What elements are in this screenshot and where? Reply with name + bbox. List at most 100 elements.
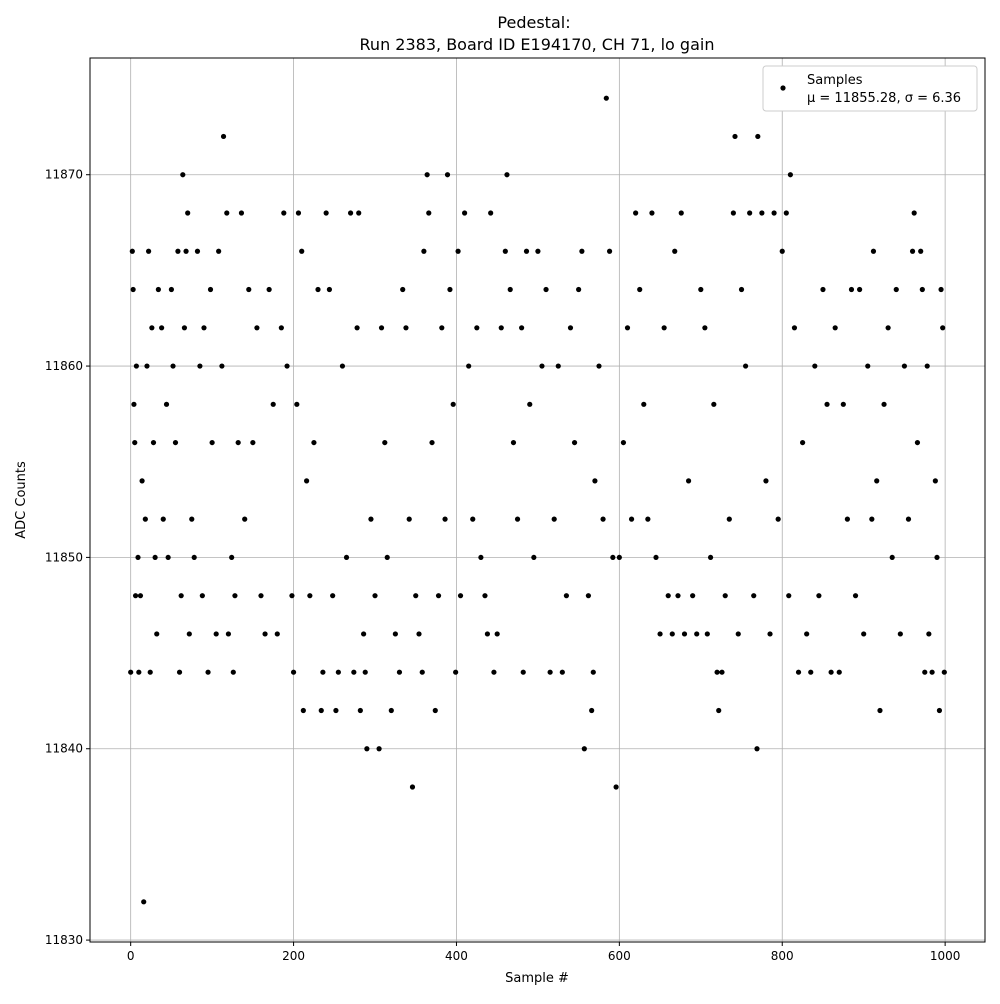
data-point [361, 631, 367, 637]
data-point [185, 210, 191, 216]
data-point [581, 746, 587, 752]
data-point [924, 363, 930, 369]
data-point [225, 631, 232, 637]
data-point [716, 707, 722, 714]
legend-box [762, 65, 978, 112]
data-point [447, 286, 453, 293]
data-point [444, 172, 451, 178]
data-point [775, 516, 781, 522]
data-point [163, 401, 170, 407]
data-point [149, 325, 155, 331]
data-point [235, 439, 241, 446]
data-point [181, 325, 188, 331]
data-point [207, 286, 214, 293]
data-point [563, 593, 570, 599]
data-point [258, 593, 264, 599]
data-point [147, 669, 153, 675]
data-point [665, 593, 671, 599]
data-point [504, 172, 510, 178]
data-point [347, 210, 354, 216]
y-axis-label: ADC Counts [14, 461, 29, 539]
data-point [571, 439, 578, 446]
data-point [751, 593, 757, 599]
data-point [139, 478, 145, 484]
data-point [142, 516, 148, 522]
data-point [567, 325, 574, 331]
data-point [754, 746, 760, 752]
data-point [779, 248, 785, 254]
data-point [590, 669, 596, 675]
data-point [881, 401, 887, 407]
data-point [194, 248, 201, 254]
data-point [491, 669, 497, 675]
data-point [698, 286, 704, 293]
data-point [844, 516, 850, 522]
data-point [362, 669, 368, 675]
data-point [922, 669, 928, 675]
data-point [384, 554, 390, 561]
data-point [603, 95, 609, 101]
data-point [478, 554, 484, 561]
data-point [527, 401, 533, 407]
data-point [707, 554, 714, 561]
data-point [932, 478, 938, 484]
data-point [675, 593, 681, 599]
data-point [376, 746, 382, 752]
data-point [403, 325, 409, 331]
data-point [178, 593, 184, 599]
data-point [535, 248, 541, 254]
data-point [351, 669, 357, 675]
data-point [435, 593, 442, 599]
data-point [893, 286, 899, 293]
data-point [482, 593, 488, 599]
data-point [152, 554, 158, 561]
y-tick-label: 11850 [45, 550, 83, 564]
data-point [413, 593, 419, 599]
y-tick-label: 11830 [45, 933, 83, 947]
data-point [719, 669, 725, 675]
data-point [914, 439, 921, 446]
data-point [681, 631, 688, 637]
data-point [889, 554, 895, 561]
x-axis-label: Sample # [505, 971, 569, 986]
data-point [520, 669, 526, 675]
data-point [585, 593, 592, 599]
chart-title: Pedestal: [497, 13, 570, 32]
data-point [155, 286, 161, 293]
data-point [145, 248, 152, 254]
data-point [502, 248, 508, 254]
data-point [266, 286, 272, 293]
data-point [270, 401, 276, 407]
data-point [141, 899, 147, 905]
data-point [278, 325, 284, 331]
data-point [290, 669, 297, 675]
legend: Samples μ = 11855.28, σ = 6.36 [762, 65, 978, 112]
data-point [523, 248, 530, 254]
data-point [824, 401, 830, 407]
data-point [442, 516, 448, 522]
data-point [333, 707, 339, 714]
data-point [432, 707, 438, 714]
data-point [783, 210, 789, 216]
data-point [294, 401, 300, 407]
data-point [392, 631, 398, 637]
data-point [589, 707, 595, 714]
data-point [795, 669, 802, 675]
data-point [559, 669, 565, 675]
data-point [657, 631, 663, 637]
data-point [357, 707, 363, 714]
data-point [462, 210, 468, 216]
data-point [661, 325, 667, 331]
data-point [808, 669, 814, 675]
data-point [897, 631, 903, 637]
data-point [474, 325, 480, 331]
data-point [832, 325, 838, 331]
data-point [315, 286, 321, 293]
data-point [183, 248, 189, 254]
data-point [918, 248, 924, 254]
data-point [514, 516, 521, 522]
data-point [132, 593, 139, 599]
x-tick-label: 600 [608, 949, 631, 963]
data-point [649, 210, 655, 216]
data-point [836, 669, 842, 675]
